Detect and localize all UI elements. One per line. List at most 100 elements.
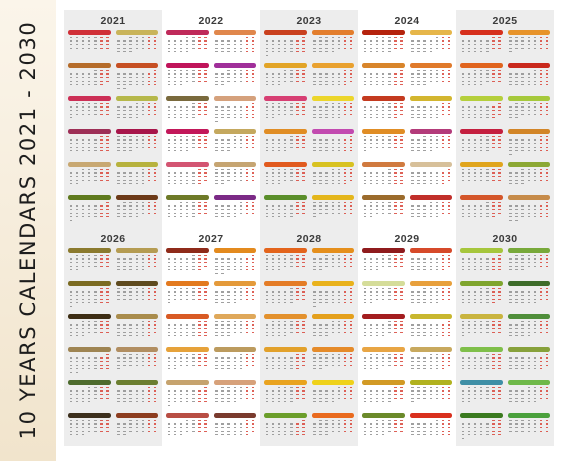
month-calendar (409, 96, 452, 127)
year-label: 2030 (492, 233, 518, 245)
month-list (166, 30, 256, 226)
day-grid (410, 287, 453, 309)
month-header-bar (68, 63, 111, 68)
month-header-bar (362, 63, 405, 68)
day-grid (460, 287, 503, 309)
day-grid (362, 353, 405, 375)
day-grid (214, 36, 257, 58)
day-grid (410, 254, 453, 276)
month-list (264, 248, 354, 444)
month-header-bar (362, 314, 405, 319)
month-header-bar (166, 96, 209, 101)
month-calendar (166, 162, 209, 193)
day-grid (264, 201, 307, 223)
day-grid (362, 287, 405, 309)
year-block: 2029 (358, 228, 456, 446)
month-header-bar (311, 30, 354, 35)
year-block: 2022 (162, 10, 260, 228)
month-header-bar (460, 30, 503, 35)
day-grid (116, 168, 159, 190)
month-header-bar (213, 30, 256, 35)
month-header-bar (362, 281, 405, 286)
year-block: 2030 (456, 228, 554, 446)
day-grid (460, 135, 503, 157)
year-block: 2028 (260, 228, 358, 446)
month-calendar (115, 281, 158, 312)
month-calendar (68, 281, 111, 312)
month-calendar (311, 281, 354, 312)
month-header-bar (460, 248, 503, 253)
sidebar-banner: 10 YEARS CALENDARS 2021 - 2030 (0, 0, 56, 461)
month-calendar (362, 30, 405, 61)
month-header-bar (409, 281, 452, 286)
month-header-bar (115, 380, 158, 385)
day-grid (68, 102, 111, 124)
day-grid (312, 386, 355, 408)
month-header-bar (311, 248, 354, 253)
month-header-bar (264, 30, 307, 35)
month-list (68, 30, 158, 226)
month-header-bar (68, 347, 111, 352)
month-header-bar (213, 248, 256, 253)
month-header-bar (166, 195, 209, 200)
day-grid (410, 419, 453, 441)
month-header-bar (460, 380, 503, 385)
month-calendar (115, 162, 159, 193)
month-calendar (115, 63, 158, 94)
month-calendar (115, 30, 158, 61)
month-calendar (311, 63, 354, 94)
month-calendar (362, 96, 405, 127)
day-grid (362, 135, 405, 157)
day-grid (166, 135, 209, 157)
month-calendar (311, 195, 354, 226)
month-calendar (213, 30, 257, 61)
month-calendar (264, 380, 307, 411)
month-calendar (507, 30, 550, 61)
month-header-bar (68, 96, 111, 101)
month-header-bar (213, 96, 256, 101)
month-header-bar (507, 248, 550, 253)
month-calendar (213, 63, 256, 94)
day-grid (312, 102, 355, 124)
day-grid (68, 168, 111, 190)
day-grid (508, 254, 551, 276)
day-grid (362, 201, 405, 223)
month-calendar (409, 162, 453, 193)
day-grid (116, 254, 159, 276)
month-header-bar (115, 63, 158, 68)
month-header-bar (362, 162, 405, 167)
month-header-bar (507, 314, 550, 319)
day-grid (214, 201, 257, 223)
month-calendar (362, 347, 405, 378)
day-grid (68, 320, 111, 342)
month-header-bar (213, 281, 256, 286)
day-grid (264, 69, 307, 91)
month-list (460, 30, 550, 226)
month-calendar (68, 380, 111, 411)
month-calendar (460, 248, 503, 279)
day-grid (116, 320, 159, 342)
day-grid (166, 386, 209, 408)
month-calendar (68, 96, 111, 127)
month-calendar (213, 314, 257, 345)
day-grid (410, 36, 453, 58)
year-block: 2027 (162, 228, 260, 446)
month-header-bar (460, 195, 503, 200)
month-calendar (166, 281, 209, 312)
day-grid (214, 320, 257, 342)
day-grid (214, 102, 257, 124)
page-title: 10 YEARS CALENDARS 2021 - 2030 (16, 20, 40, 440)
month-calendar (507, 314, 550, 345)
day-grid (460, 201, 503, 223)
day-grid (214, 135, 257, 157)
month-header-bar (311, 63, 354, 68)
month-header-bar (311, 162, 354, 167)
year-label: 2026 (100, 233, 126, 245)
month-calendar (409, 63, 452, 94)
month-calendar (264, 129, 307, 160)
month-calendar (507, 195, 550, 226)
month-calendar (460, 281, 503, 312)
month-calendar (362, 314, 405, 345)
day-grid (264, 135, 307, 157)
day-grid (410, 168, 453, 190)
